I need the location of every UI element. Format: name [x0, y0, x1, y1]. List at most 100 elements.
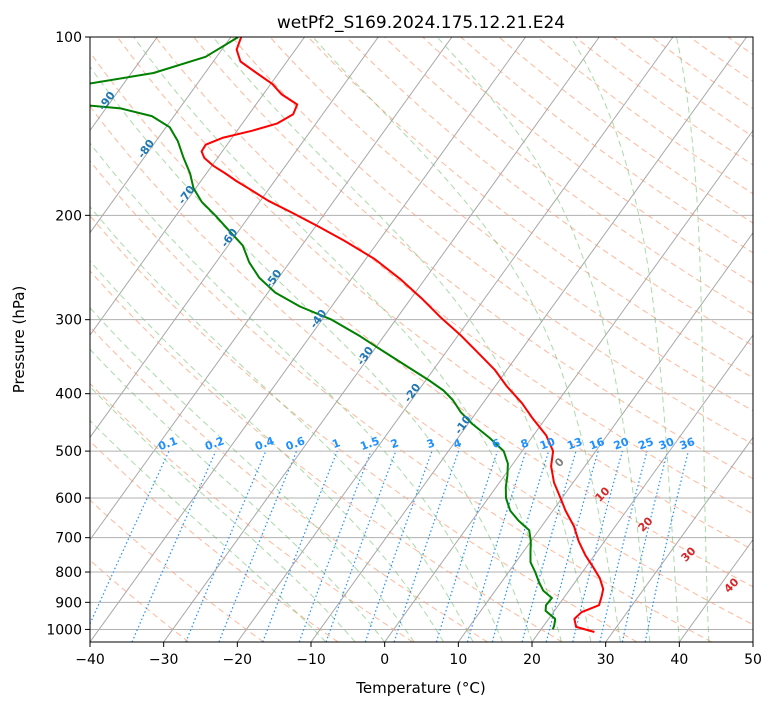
mixing-ratio-label: 4	[452, 436, 464, 451]
moist-adiabat	[212, 37, 592, 642]
x-tick-label: −20	[223, 652, 253, 668]
mixing-ratio-label: 0.2	[203, 434, 226, 453]
mixing-ratio-label: 2	[389, 436, 401, 451]
dry-adiabat	[90, 160, 712, 642]
isotherm-line	[310, 37, 748, 642]
isotherm-line	[605, 436, 753, 642]
mixing-ratio-label: 13	[565, 435, 584, 452]
isotherm-line	[531, 334, 753, 642]
x-tick-label: 20	[523, 652, 541, 668]
mixing-ratio-label: 8	[519, 436, 531, 451]
isotherm-line	[90, 37, 306, 336]
mixing-ratio-label: 6	[490, 436, 502, 451]
dry-adiabat	[231, 37, 753, 445]
y-tick-label: 200	[55, 208, 82, 224]
mixing-ratio-label: 20	[612, 435, 631, 453]
y-tick-label: 700	[55, 531, 82, 547]
dry-adiabat	[384, 37, 753, 315]
moist-adiabat	[90, 65, 533, 642]
mixing-ratio-label: 3	[425, 436, 437, 451]
pressure-gridlines	[90, 37, 753, 630]
mixing-ratio-label: 30	[657, 435, 676, 453]
moist-adiabats	[90, 37, 710, 642]
x-tick-label: 50	[744, 652, 762, 668]
moist-adiabat	[570, 37, 680, 642]
x-axis-ticks: −40 −30 −20 −10 0 10 20 30 40 50	[75, 642, 762, 668]
moist-adiabat	[312, 37, 621, 642]
moist-adiabat	[90, 348, 386, 642]
dry-adiabat	[422, 37, 753, 284]
dry-adiabat	[155, 37, 753, 515]
mixing-ratio-line	[185, 450, 267, 642]
isotherm-line	[678, 538, 753, 642]
dry-adiabat	[90, 326, 488, 642]
y-tick-label: 400	[55, 387, 82, 403]
y-tick-label: 1000	[46, 622, 82, 638]
dry-adiabat	[90, 270, 563, 642]
mixing-ratio-line	[545, 450, 599, 642]
mixing-ratio-label: 16	[588, 435, 607, 453]
dry-adiabat	[90, 51, 753, 588]
mixing-ratio-label: 10	[538, 435, 557, 453]
mixing-ratio-line	[621, 450, 669, 642]
mixing-ratio-label: 36	[678, 435, 697, 453]
isotherm-line	[236, 37, 674, 642]
mixing-ratio-line	[435, 450, 498, 642]
temperature-profile	[200, 37, 605, 633]
moist-adiabat	[676, 37, 710, 642]
chart-title: wetPf2_S169.2024.175.12.21.E24	[277, 13, 565, 33]
x-tick-label: 0	[380, 652, 389, 668]
isotherm-line	[90, 37, 379, 439]
moist-adiabat	[90, 205, 474, 642]
y-tick-label: 600	[55, 491, 82, 507]
mixing-ratio-line	[599, 450, 648, 642]
plot-area: 0.10.20.40.611.52346810131620253036-100-…	[90, 37, 753, 642]
y-tick-label: 300	[55, 313, 82, 329]
mixing-ratio-line	[364, 450, 433, 642]
y-tick-label: 800	[55, 565, 82, 581]
x-axis-label: Temperature (°C)	[355, 679, 485, 697]
moist-adiabat	[90, 307, 415, 642]
x-tick-label: 10	[449, 652, 467, 668]
dry-adiabat	[269, 37, 753, 412]
isotherm-line	[90, 37, 527, 642]
mixing-ratio-line	[325, 450, 397, 642]
moist-adiabat	[90, 385, 356, 642]
x-tick-label: −40	[75, 652, 105, 668]
mixing-ratio-label: 0.6	[284, 434, 307, 453]
moist-adiabat	[90, 260, 445, 642]
isotherm-line	[384, 129, 753, 642]
dry-adiabat	[90, 214, 638, 642]
sounding-profiles	[90, 37, 605, 633]
mixing-ratio-line	[644, 450, 689, 642]
y-tick-label: 100	[55, 30, 82, 46]
x-tick-label: −30	[149, 652, 179, 668]
plot-frame	[89, 36, 754, 643]
mixing-ratio-label: 0.1	[156, 434, 179, 453]
mixing-ratio-line	[298, 450, 372, 642]
mixing-ratio-line	[262, 450, 338, 642]
mixing-ratio-line	[521, 450, 577, 642]
isotherm-line	[90, 37, 453, 541]
dry-adiabat	[90, 105, 753, 626]
dewpoint-profile	[90, 37, 557, 630]
x-tick-label: −10	[296, 652, 326, 668]
mixing-ratio-label: 1.5	[358, 434, 381, 453]
y-tick-label: 900	[55, 595, 82, 611]
mixing-ratio-label: 1	[330, 436, 342, 451]
mixing-ratio-label: 25	[636, 435, 655, 452]
y-axis-label: Pressure (hPa)	[10, 286, 28, 394]
mixing-ratio-label: 0.4	[253, 434, 276, 453]
mixing-ratio-line	[218, 450, 298, 642]
dry-adiabat	[90, 499, 264, 642]
x-tick-label: 40	[670, 652, 688, 668]
isotherm-line	[163, 37, 600, 642]
dry-adiabat	[193, 37, 753, 480]
isotherm-line	[90, 37, 232, 234]
y-axis-ticks: 1000 900 800 700 600 500 400 300 200 100	[46, 30, 90, 638]
moist-adiabat	[436, 37, 651, 642]
mixing-ratio-line	[466, 450, 527, 642]
y-tick-label: 500	[55, 444, 82, 460]
x-tick-label: 30	[597, 652, 615, 668]
